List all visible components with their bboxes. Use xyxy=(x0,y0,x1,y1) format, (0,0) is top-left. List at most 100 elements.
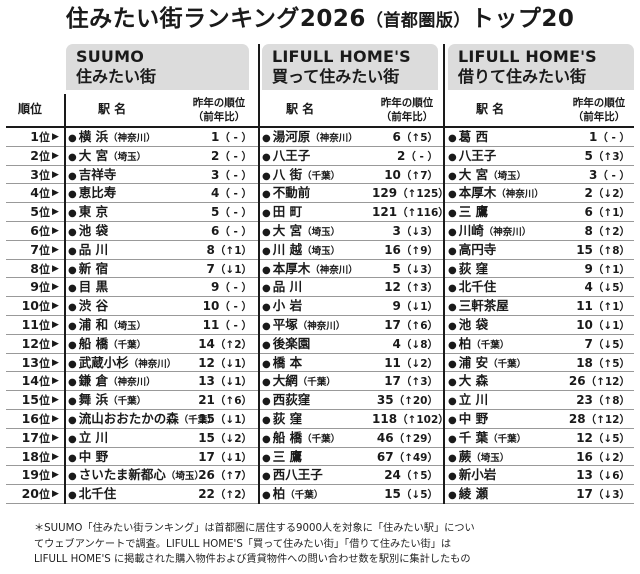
prev-rank-cell-3: 5（↑3） xyxy=(564,147,630,167)
station-cell-2: ● 小 岩 xyxy=(262,297,302,318)
station-cell-2: ● 橋 本 xyxy=(262,354,302,375)
station-name: 池 袋 xyxy=(458,317,489,332)
station-name: 大 森 xyxy=(458,373,489,389)
bullet-icon: ● xyxy=(448,358,457,370)
rank-number: 13 xyxy=(21,354,39,370)
bullet-icon: ● xyxy=(448,490,457,502)
prev-rank-cell-2: 17（↑6） xyxy=(372,316,438,336)
footnote-line-3: LIFULL HOME'S に掲載された購入物件および賃貸物件への問い合わせ数を… xyxy=(34,554,471,565)
rank-change: （↓3） xyxy=(400,263,438,276)
rank-change: （↓3） xyxy=(400,226,438,238)
prev-rank: 18 xyxy=(576,355,593,370)
station-name: 千 葉 xyxy=(458,429,489,445)
rank-change: （↑7） xyxy=(214,470,252,483)
rank-change: （↑116） xyxy=(397,207,449,220)
station-cell-1: ● 鎌 倉（神奈川） xyxy=(68,372,156,393)
rank-arrow-icon: ▶ xyxy=(52,207,59,218)
rank-arrow-icon: ▶ xyxy=(52,132,59,142)
rank-number: 4 xyxy=(30,185,39,201)
rank-arrow-icon: ▶ xyxy=(52,357,59,368)
rank-arrow-icon: ▶ xyxy=(52,470,59,481)
bullet-icon: ● xyxy=(262,170,271,182)
table-row: 7位 ▶ ● 品 川 8（↑1） ● 川 越（埼玉） 16（↑9） ● 高円寺 15（↑8） xyxy=(6,241,634,260)
prev-rank-cell-3: 15（↑8） xyxy=(564,241,630,261)
prev-rank-cell-3: 4（↓5） xyxy=(564,278,630,298)
station-prefecture: （埼玉） xyxy=(108,321,147,332)
bullet-icon: ● xyxy=(262,151,271,163)
prev-rank: 17 xyxy=(576,487,593,502)
rank-change: （↓8） xyxy=(400,338,438,351)
station-name: 湯河原 xyxy=(272,129,311,144)
table-row: 18位 ▶ ● 中 野 17（↓1） ● 三 鷹 67（↑49） ● 蕨（埼玉） 16（↓2） xyxy=(6,448,634,467)
bullet-icon: ● xyxy=(68,302,77,314)
divider-col2 xyxy=(443,44,445,504)
prev-rank: 6 xyxy=(584,205,593,220)
bullet-icon: ● xyxy=(68,208,77,220)
prev-rank: 10 xyxy=(384,167,401,182)
prev-line2: （前年比） xyxy=(572,111,626,123)
prev-rank: 15 xyxy=(198,430,215,445)
station-name: 武蔵小杉 xyxy=(78,354,129,370)
station-prefecture: （埼玉） xyxy=(488,170,527,182)
bullet-icon: ● xyxy=(68,321,77,332)
prev-rank: 26 xyxy=(198,468,215,483)
table-row: 14位 ▶ ● 鎌 倉（神奈川） 13（↓1） ● 大網（千葉） 17（↑3） ● 大 森 26（↑… xyxy=(6,372,634,393)
station-cell-1: ● 大 宮（埼玉） xyxy=(68,147,146,168)
rank-arrow-icon: ▶ xyxy=(52,432,59,443)
prev-rank-cell-3: 9（↑1） xyxy=(564,260,630,280)
station-cell-3: ● 高円寺 xyxy=(448,241,496,262)
rank-change: （ - ） xyxy=(219,226,252,238)
prev-rank: 15 xyxy=(576,242,593,257)
column-header-rank: 順位 xyxy=(18,102,43,116)
table-row: 6位 ▶ ● 池 袋 6（ - ） ● 大 宮（埼玉） 3（↓3） ● 川崎（神奈川） 8（↑2） xyxy=(6,222,634,241)
rank-cell: 7位 xyxy=(12,241,52,261)
station-cell-1: ● 渋 谷 xyxy=(68,297,108,318)
rank-number: 5 xyxy=(30,204,39,220)
rank-change: （↑102） xyxy=(397,414,449,426)
prev-rank: 46 xyxy=(376,430,394,445)
rank-number: 2 xyxy=(30,147,39,163)
prev-rank: 1 xyxy=(210,130,220,144)
prev-rank: 15 xyxy=(384,487,401,502)
rank-number: 18 xyxy=(21,448,39,464)
rank-suffix: 位 xyxy=(39,300,50,314)
prev-rank: 12 xyxy=(576,430,593,445)
prev-rank: 3 xyxy=(210,167,220,182)
table-row: 1位 ▶ ● 横 浜（神奈川） 1（ - ） ● 湯河原（神奈川） 6（↑5） ● 葛 西 1（ -… xyxy=(6,128,634,147)
prev-rank-cell-1: 22（↑2） xyxy=(186,485,252,505)
rank-suffix: 位 xyxy=(39,149,50,163)
bullet-icon: ● xyxy=(262,396,271,408)
station-cell-1: ● 目 黒 xyxy=(68,278,108,299)
station-name: 蕨 xyxy=(458,448,472,464)
prev-rank: 3 xyxy=(588,167,598,182)
bullet-icon: ● xyxy=(448,208,457,220)
station-name: 大 宮 xyxy=(458,166,489,182)
prev-rank-cell-2: 12（↑3） xyxy=(372,278,438,298)
title-paren: （首都圏版） xyxy=(365,11,471,31)
station-cell-1: ● 恵比寿 xyxy=(68,184,116,205)
rank-cell: 3位 xyxy=(12,166,52,186)
rank-suffix: 位 xyxy=(39,431,50,445)
rank-arrow-icon: ▶ xyxy=(52,376,59,387)
station-cell-1: ● 品 川 xyxy=(68,241,108,262)
rank-cell: 6位 xyxy=(12,222,52,242)
rank-change: （↑2） xyxy=(214,338,252,351)
station-cell-1: ● 池 袋 xyxy=(68,222,108,243)
rank-change: （↓6） xyxy=(592,470,630,483)
prev-line2: （前年比） xyxy=(192,111,246,123)
bullet-icon: ● xyxy=(262,415,271,426)
header-lifull-rent-line2: 借りて住みたい街 xyxy=(458,67,587,86)
rank-arrow-icon: ▶ xyxy=(52,169,59,180)
station-name: 後楽園 xyxy=(272,335,311,351)
station-cell-2: ● 船 橋（千葉） xyxy=(262,429,340,450)
prev-rank: 13 xyxy=(576,468,593,483)
rank-change: （↑1） xyxy=(592,263,630,276)
prev-rank-cell-3: 11（↑1） xyxy=(564,297,630,317)
rank-change: （↑8） xyxy=(592,395,630,408)
prev-rank: 2 xyxy=(210,148,220,163)
bullet-icon: ● xyxy=(448,302,457,314)
rank-change: （↑2） xyxy=(592,226,630,238)
station-name: 品 川 xyxy=(272,279,303,295)
station-cell-2: ● 本厚木（神奈川） xyxy=(262,260,358,281)
station-prefecture: （千葉） xyxy=(488,358,527,370)
